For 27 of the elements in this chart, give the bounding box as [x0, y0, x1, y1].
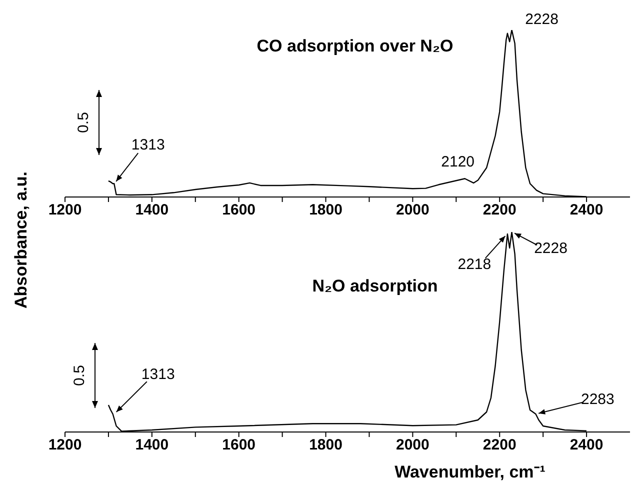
annotation: 1313: [141, 366, 175, 383]
x-tick-label: 1200: [48, 202, 82, 219]
x-tick-label: 1600: [222, 436, 256, 454]
x-tick-label: 2200: [482, 202, 516, 219]
x-axis-title: Wavenumber, cm⁻¹: [394, 462, 546, 482]
x-tick-label: 2400: [570, 202, 604, 219]
chart-title: CO adsorption over N₂O: [256, 36, 454, 56]
annotation: 0.5: [74, 112, 92, 133]
annotation: 1313: [131, 136, 165, 154]
x-tick-label: 1800: [309, 202, 342, 219]
x-tick-label: 2000: [396, 436, 430, 454]
x-tick-label: 1400: [135, 436, 169, 454]
text: N₂O adsorption: [312, 276, 438, 296]
x-tick-label: 1800: [309, 436, 342, 454]
annotation: 2120: [441, 154, 475, 171]
x-tick-label: 1200: [48, 436, 82, 454]
annotation: 0.5: [70, 365, 88, 386]
annotation: 2283: [581, 390, 614, 408]
x-tick-label: 2200: [482, 436, 516, 454]
y-axis-title: Absorbance, a.u.: [11, 172, 30, 308]
annotation: 2228: [525, 10, 558, 28]
x-tick-label: 1600: [222, 202, 256, 219]
annotation: 2218: [458, 256, 492, 273]
x-tick-label: 2400: [570, 436, 604, 454]
x-tick-label: 2000: [396, 202, 430, 219]
x-tick-label: 1400: [135, 202, 169, 219]
annotation: 2228: [534, 240, 568, 257]
